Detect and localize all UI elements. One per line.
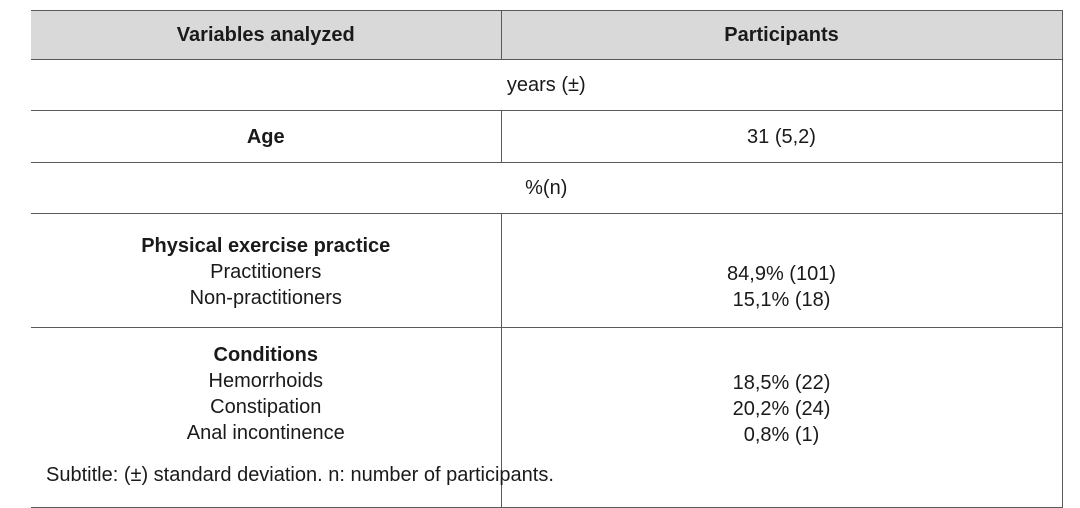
- percent-row: %(n): [31, 162, 1063, 214]
- header-variables: Variables analyzed: [31, 10, 502, 60]
- percent-unit-label: %(n): [31, 162, 1063, 214]
- table-subtitle: Subtitle: (±) standard deviation. n: num…: [46, 464, 554, 486]
- conditions-labels: Conditions Hemorrhoids Constipation Anal…: [31, 327, 502, 508]
- age-row: Age 31 (5,2): [31, 110, 1063, 163]
- practitioners-label: Practitioners: [210, 260, 322, 283]
- anal-incontinence-label: Anal incontinence: [186, 422, 345, 444]
- header-participants: Participants: [500, 10, 1063, 60]
- conditions-title: Conditions: [213, 344, 318, 366]
- hemorrhoids-label: Hemorrhoids: [208, 370, 323, 392]
- conditions-values: 18,5% (22) 20,2% (24) 0,8% (1): [500, 327, 1063, 508]
- physical-exercise-labels: Physical exercise practice Practitioners…: [31, 213, 502, 328]
- non-practitioners-value: 15,1% (18): [732, 288, 831, 311]
- constipation-value: 20,2% (24): [732, 398, 831, 420]
- age-label: Age: [31, 110, 502, 163]
- years-row: years (±): [31, 59, 1063, 111]
- physical-exercise-values: 84,9% (101) 15,1% (18): [500, 213, 1063, 328]
- hemorrhoids-value: 18,5% (22): [732, 372, 831, 394]
- constipation-label: Constipation: [210, 396, 322, 418]
- anal-incontinence-value: 0,8% (1): [743, 424, 820, 446]
- results-table-container: Variables analyzed Participants years (±…: [31, 10, 1063, 508]
- non-practitioners-label: Non-practitioners: [189, 286, 342, 309]
- age-value: 31 (5,2): [500, 110, 1063, 163]
- physical-exercise-title: Physical exercise practice: [141, 234, 391, 257]
- conditions-row: Conditions Hemorrhoids Constipation Anal…: [31, 327, 1063, 508]
- physical-exercise-row: Physical exercise practice Practitioners…: [31, 213, 1063, 328]
- years-unit-label: years (±): [31, 59, 1063, 111]
- results-table: Variables analyzed Participants years (±…: [31, 10, 1063, 508]
- practitioners-value: 84,9% (101): [727, 262, 836, 285]
- table-header-row: Variables analyzed Participants: [31, 10, 1063, 60]
